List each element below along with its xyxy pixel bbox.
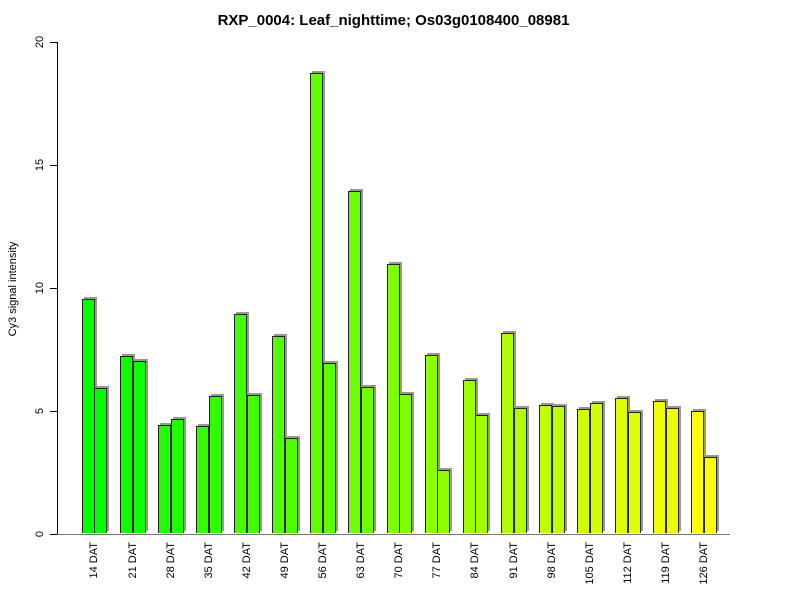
x-tick-label: 84 DAT (469, 542, 481, 579)
y-tick-label: 20 (34, 35, 46, 49)
bar-49-dat-2 (285, 438, 298, 533)
bar-56-dat-1 (310, 73, 323, 533)
x-tick-label: 21 DAT (127, 542, 139, 579)
y-tick-label: 0 (34, 530, 46, 538)
x-tick-label: 56 DAT (317, 542, 329, 579)
bar-112-dat-1 (615, 398, 628, 533)
x-tick-label: 49 DAT (279, 542, 291, 579)
y-axis-title: Cy3 signal intensity (7, 241, 19, 337)
x-tick-label: 126 DAT (698, 542, 710, 585)
bar-14-dat-2 (94, 388, 107, 533)
x-tick-label: 42 DAT (241, 542, 253, 579)
bar-42-dat-1 (234, 314, 247, 533)
y-tick (50, 165, 57, 166)
x-axis-line (57, 534, 730, 535)
x-tick-label: 28 DAT (165, 542, 177, 579)
bar-91-dat-1 (501, 333, 514, 533)
plot-area: 0 5 10 15 20 14 DAT 21 DAT 28 DAT 35 DAT 42 DAT 4… (34, 36, 730, 585)
y-tick-label: 15 (34, 158, 46, 172)
bar-21-dat-2 (133, 361, 146, 533)
bar-119-dat-2 (666, 408, 679, 533)
bar-105-dat-1 (577, 409, 590, 533)
y-tick-label: 5 (34, 407, 46, 415)
bar-49-dat-1 (272, 336, 285, 533)
x-tick-label: 119 DAT (660, 542, 672, 584)
bar-98-dat-2 (552, 406, 565, 533)
x-tick-label: 14 DAT (88, 542, 100, 579)
bar-126-dat-1 (691, 411, 704, 533)
bar-21-dat-1 (120, 356, 133, 533)
bar-105-dat-2 (590, 403, 603, 533)
y-tick-label: 10 (34, 281, 46, 295)
bar-98-dat-1 (539, 405, 552, 533)
x-tick-label: 112 DAT (622, 542, 634, 584)
x-tick-label: 63 DAT (355, 542, 367, 579)
bar-63-dat-1 (348, 191, 361, 533)
x-tick-label: 105 DAT (584, 542, 596, 585)
x-tick-label: 70 DAT (393, 542, 405, 579)
bar-35-dat-2 (209, 396, 222, 533)
y-tick (50, 411, 57, 412)
bar-42-dat-2 (247, 395, 260, 533)
x-tick-label: 98 DAT (546, 542, 558, 579)
bar-28-dat-2 (171, 419, 184, 533)
y-tick (50, 534, 57, 535)
x-tick-label: 77 DAT (431, 542, 443, 579)
bar-63-dat-2 (361, 387, 374, 533)
bar-56-dat-2 (323, 363, 336, 533)
bar-119-dat-1 (653, 401, 666, 533)
bar-84-dat-2 (475, 415, 488, 533)
bar-112-dat-2 (628, 412, 641, 533)
bar-77-dat-1 (425, 355, 438, 533)
y-tick (50, 288, 57, 289)
x-tick-label: 35 DAT (203, 542, 215, 579)
bar-35-dat-1 (196, 426, 209, 533)
bar-70-dat-2 (399, 394, 412, 533)
bar-126-dat-2 (704, 457, 717, 533)
bar-77-dat-2 (437, 470, 450, 533)
chart-title: RXP_0004: Leaf_nighttime; Os03g0108400_0… (217, 12, 570, 29)
y-axis-line (57, 42, 58, 535)
x-tick-label: 91 DAT (508, 542, 520, 579)
bar-91-dat-2 (514, 408, 527, 533)
y-tick (50, 42, 57, 43)
bar-28-dat-1 (158, 425, 171, 533)
